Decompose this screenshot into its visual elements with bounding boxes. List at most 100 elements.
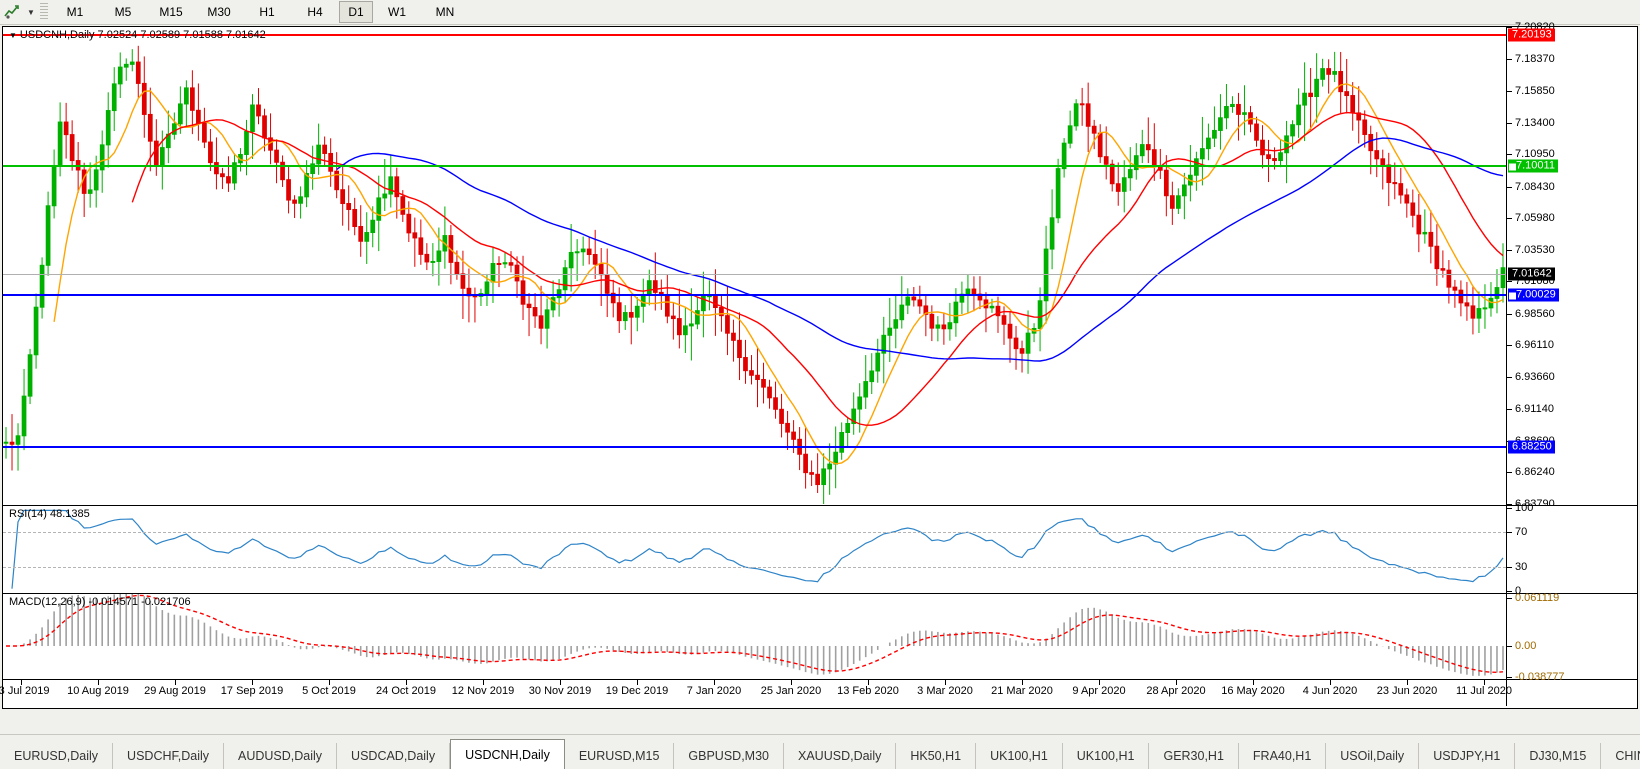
price-badge-support-blue-1[interactable]: 7.00029 bbox=[1508, 288, 1559, 302]
chart-container[interactable]: ▼ USDCNH,Daily 7.02524 7.02589 7.01588 7.… bbox=[0, 21, 1638, 709]
rsi-tick-label: 0 bbox=[1515, 585, 1522, 597]
macd-plot[interactable] bbox=[3, 594, 1506, 679]
date-tick bbox=[329, 680, 330, 685]
price-scale[interactable]: 7.20820 7.18370 7.15850 7.13400 7.10950 7.084… bbox=[1506, 21, 1637, 510]
chart-tab-bar: EURUSD,Daily USDCHF,Daily AUDUSD,Daily USDC… bbox=[0, 734, 1640, 769]
date-tick-label: 21 Mar 2020 bbox=[991, 685, 1053, 697]
date-tick bbox=[560, 680, 561, 685]
price-plot[interactable] bbox=[3, 27, 1506, 505]
price-tick-label: 6.91140 bbox=[1515, 403, 1554, 416]
date-tick-label: 16 May 2020 bbox=[1221, 685, 1285, 697]
rsi-tick bbox=[1507, 508, 1512, 509]
date-tick-label: 24 Oct 2019 bbox=[376, 685, 436, 697]
rsi-tick bbox=[1507, 566, 1512, 568]
chart-tab-eurusd-daily[interactable]: EURUSD,Daily bbox=[0, 743, 114, 769]
timeframe-m1[interactable]: M1 bbox=[66, 5, 84, 19]
chart-tab-gbpusd-m30[interactable]: GBPUSD,M30 bbox=[674, 743, 784, 769]
indicators-icon[interactable] bbox=[0, 1, 24, 23]
price-tick-label: 7.18370 bbox=[1515, 52, 1555, 65]
price-badge-resistance-red[interactable]: 7.20193 bbox=[1508, 28, 1555, 42]
date-tick-label: 13 Feb 2020 bbox=[837, 685, 899, 697]
timeframe-h1[interactable]: H1 bbox=[259, 5, 275, 19]
rsi-plot[interactable] bbox=[3, 506, 1506, 593]
chart-tab-uk100-h1[interactable]: UK100,H1 bbox=[1063, 743, 1150, 769]
macd-tick-label: 0.061119 bbox=[1515, 592, 1560, 604]
price-tick bbox=[1507, 27, 1512, 28]
price-tick-label: 7.05980 bbox=[1515, 212, 1555, 225]
date-tick-label: 25 Jan 2020 bbox=[760, 685, 822, 697]
date-tick bbox=[1099, 680, 1100, 685]
timeframe-m15[interactable]: M15 bbox=[159, 5, 183, 19]
rsi-level-30 bbox=[3, 566, 1506, 568]
macd-tick-label: 0.00 bbox=[1515, 640, 1537, 652]
macd-pane[interactable]: MACD(12,26,9) -0.014571 -0.021706 0.0611… bbox=[3, 592, 1637, 683]
date-tick bbox=[98, 680, 99, 685]
timeframe-h4[interactable]: H4 bbox=[307, 5, 323, 19]
price-tick-label: 7.03530 bbox=[1515, 243, 1555, 256]
price-badge-value: 7.01642 bbox=[1512, 267, 1552, 280]
price-pane[interactable]: ▼ USDCNH,Daily 7.02524 7.02589 7.01588 7.… bbox=[3, 21, 1637, 510]
chart-tab-usdjpy-h1[interactable]: USDJPY,H1 bbox=[1419, 743, 1516, 769]
price-badge-last-price[interactable]: 7.01642 bbox=[1508, 267, 1555, 281]
rsi-pane[interactable]: RSI(14) 48.1385 100 70 30 0 bbox=[3, 502, 1637, 597]
chart-tab-uk100-h1[interactable]: UK100,H1 bbox=[976, 743, 1063, 769]
price-tick-label: 7.13400 bbox=[1515, 116, 1555, 129]
toolbar-grip[interactable] bbox=[40, 3, 48, 21]
timeframe-m5[interactable]: M5 bbox=[114, 5, 132, 19]
price-badge-value: 6.88250 bbox=[1512, 440, 1552, 453]
price-tick bbox=[1507, 122, 1512, 124]
date-tick-label: 10 Aug 2019 bbox=[67, 685, 129, 697]
chart-tab-ger30-h1[interactable]: GER30,H1 bbox=[1149, 743, 1239, 769]
price-badge-value: 7.20193 bbox=[1512, 28, 1552, 41]
collapse-caret-icon[interactable]: ▼ bbox=[9, 30, 17, 40]
price-tick bbox=[1507, 313, 1512, 315]
date-tick bbox=[21, 680, 22, 685]
price-tick bbox=[1507, 376, 1512, 378]
date-tick bbox=[1330, 680, 1331, 685]
chart-tab-dj30-m15[interactable]: DJ30,M15 bbox=[1515, 743, 1602, 769]
timeframe-mn[interactable]: MN bbox=[435, 5, 455, 19]
price-tick bbox=[1507, 409, 1512, 411]
price-tick bbox=[1507, 91, 1512, 93]
date-tick bbox=[175, 680, 176, 685]
chart-tab-eurusd-m15[interactable]: EURUSD,M15 bbox=[565, 743, 675, 769]
macd-label: MACD(12,26,9) -0.014571 -0.021706 bbox=[9, 596, 191, 608]
date-tick bbox=[1484, 680, 1485, 685]
price-badge-resistance-green[interactable]: 7.10011 bbox=[1508, 159, 1558, 173]
chart-tab-usdcnh-daily[interactable]: USDCNH,Daily bbox=[450, 739, 565, 769]
price-tick bbox=[1507, 154, 1512, 156]
chart-tab-usoil-daily[interactable]: USOil,Daily bbox=[1326, 743, 1420, 769]
date-axis[interactable]: 23 Jul 2019 10 Aug 2019 29 Aug 2019 17 Sep … bbox=[0, 680, 1637, 706]
chart-tab-fra40-h1[interactable]: FRA40,H1 bbox=[1239, 743, 1327, 769]
timeframe-w1[interactable]: W1 bbox=[388, 5, 406, 19]
chart-tab-audusd-daily[interactable]: AUDUSD,Daily bbox=[224, 743, 338, 769]
dropdown-arrow-icon[interactable]: ▼ bbox=[27, 7, 35, 17]
date-tick-label: 17 Sep 2019 bbox=[220, 685, 284, 697]
rsi-tick-label: 100 bbox=[1515, 502, 1534, 514]
timeframe-toolbar: ▼ M1 M5 M15 M30 H1 H4 D1 W1 MN bbox=[0, 0, 1640, 25]
chart-tab-xauusd-daily[interactable]: XAUUSD,Daily bbox=[784, 743, 897, 769]
date-tick-label: 3 Mar 2020 bbox=[917, 685, 973, 697]
level-drag-handle[interactable] bbox=[1509, 163, 1516, 171]
macd-scale: 0.061119 0.00 -0.038777 bbox=[1506, 592, 1637, 683]
chart-tab-usdchf-daily[interactable]: USDCHF,Daily bbox=[113, 743, 224, 769]
timeframe-d1[interactable]: D1 bbox=[339, 1, 373, 23]
date-tick-list: 23 Jul 2019 10 Aug 2019 29 Aug 2019 17 Sep … bbox=[0, 680, 1512, 706]
level-line-support-blue-1[interactable] bbox=[3, 293, 1506, 296]
chart-tab-usdcad-daily[interactable]: USDCAD,Daily bbox=[337, 743, 451, 769]
chart-tab-hk50-h1[interactable]: HK50,H1 bbox=[896, 743, 977, 769]
price-tick bbox=[1507, 249, 1512, 251]
price-badge-support-blue-2[interactable]: 6.88250 bbox=[1508, 440, 1555, 454]
chart-header-label: ▼ USDCNH,Daily 7.02524 7.02589 7.01588 7.… bbox=[9, 29, 266, 41]
date-tick-label: 23 Jun 2020 bbox=[1376, 685, 1438, 697]
level-line-support-blue-2[interactable] bbox=[3, 445, 1506, 448]
level-line-resistance-green[interactable] bbox=[3, 165, 1506, 168]
date-tick bbox=[252, 680, 253, 685]
date-tick-label: 30 Nov 2019 bbox=[528, 685, 592, 697]
chart-tab-china300-h4[interactable]: CHINA300,H4 bbox=[1601, 743, 1640, 769]
price-tick-label: 6.96110 bbox=[1515, 339, 1554, 352]
level-line-resistance-red[interactable] bbox=[3, 34, 1506, 37]
level-drag-handle[interactable] bbox=[1509, 292, 1516, 300]
timeframe-m30[interactable]: M30 bbox=[207, 5, 231, 19]
